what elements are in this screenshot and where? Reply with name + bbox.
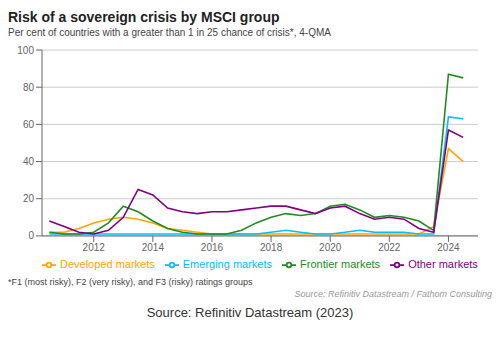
svg-text:2020: 2020 (319, 242, 342, 253)
html-text:Source: Refinitiv Datastream /: Source: Refinitiv Datastream / Fathom Co… (294, 289, 492, 299)
svg-text:2014: 2014 (142, 242, 165, 253)
svg-text:2012: 2012 (83, 242, 106, 253)
svg-text:40: 40 (23, 156, 35, 167)
svg-text:0: 0 (28, 230, 34, 241)
svg-text:60: 60 (23, 119, 35, 130)
html-text:Other markets: Other markets (408, 257, 478, 270)
svg-text:100: 100 (17, 45, 34, 56)
svg-text:2024: 2024 (437, 242, 460, 253)
html-text:Source: Refinitiv Datastream (: Source: Refinitiv Datastream (2023) (146, 305, 354, 320)
svg-text:2022: 2022 (378, 242, 401, 253)
svg-text:20: 20 (23, 193, 35, 204)
html-text:Risk of a sovereign crisis by: Risk of a sovereign crisis by MSCI group (8, 9, 280, 25)
html-text:Emerging markets: Emerging markets (182, 257, 272, 270)
html-text:Per cent of countries with a g: Per cent of countries with a greater tha… (8, 27, 331, 38)
html-text:*F1 (most risky), F2 (very ris: *F1 (most risky), F2 (very risky), and F… (8, 277, 253, 287)
svg-text:80: 80 (23, 82, 35, 93)
html-text:Frontier markets: Frontier markets (300, 257, 381, 270)
svg-text:2018: 2018 (260, 242, 283, 253)
html-text:Developed markets: Developed markets (60, 257, 155, 270)
svg-text:2016: 2016 (201, 242, 224, 253)
